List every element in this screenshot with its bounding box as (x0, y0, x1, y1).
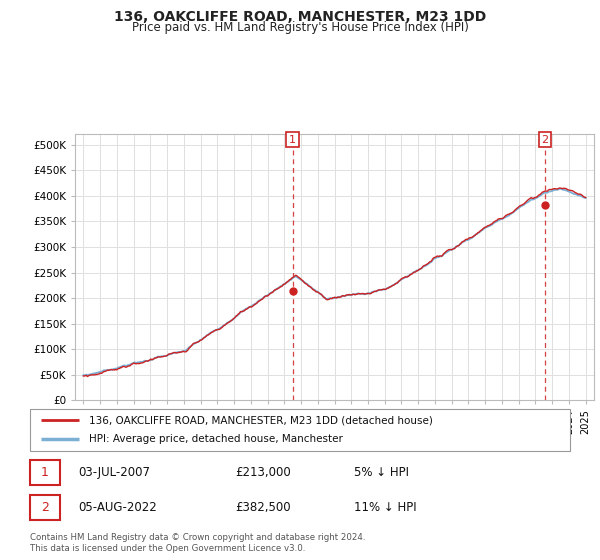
Text: 1: 1 (289, 134, 296, 144)
FancyBboxPatch shape (30, 494, 60, 520)
Text: 5% ↓ HPI: 5% ↓ HPI (354, 466, 409, 479)
Text: Price paid vs. HM Land Registry's House Price Index (HPI): Price paid vs. HM Land Registry's House … (131, 21, 469, 34)
FancyBboxPatch shape (30, 460, 60, 485)
Text: £213,000: £213,000 (235, 466, 291, 479)
FancyBboxPatch shape (30, 409, 570, 451)
Text: 136, OAKCLIFFE ROAD, MANCHESTER, M23 1DD (detached house): 136, OAKCLIFFE ROAD, MANCHESTER, M23 1DD… (89, 415, 433, 425)
Text: 2: 2 (542, 134, 548, 144)
Text: 2: 2 (41, 501, 49, 514)
Text: 11% ↓ HPI: 11% ↓ HPI (354, 501, 416, 514)
Text: £382,500: £382,500 (235, 501, 291, 514)
Text: 05-AUG-2022: 05-AUG-2022 (79, 501, 157, 514)
Text: HPI: Average price, detached house, Manchester: HPI: Average price, detached house, Manc… (89, 435, 343, 445)
Text: 03-JUL-2007: 03-JUL-2007 (79, 466, 151, 479)
Text: 136, OAKCLIFFE ROAD, MANCHESTER, M23 1DD: 136, OAKCLIFFE ROAD, MANCHESTER, M23 1DD (114, 10, 486, 24)
Text: 1: 1 (41, 466, 49, 479)
Text: Contains HM Land Registry data © Crown copyright and database right 2024.
This d: Contains HM Land Registry data © Crown c… (30, 533, 365, 553)
